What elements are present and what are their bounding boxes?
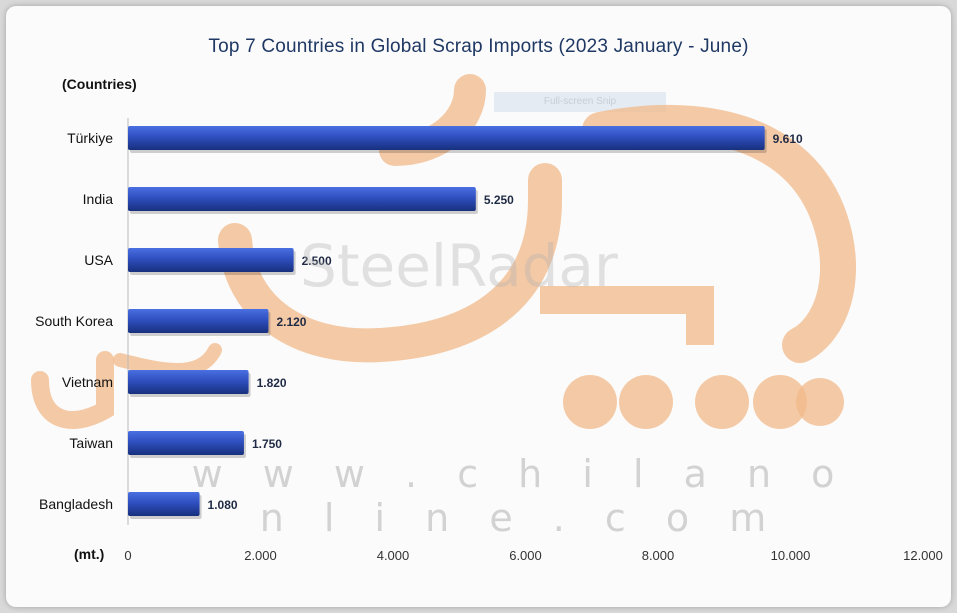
bar: [128, 309, 269, 333]
y-axis-caption: (Countries): [62, 76, 137, 92]
bar: [128, 492, 200, 516]
category-label: Vietnam: [62, 374, 113, 390]
bar: [128, 126, 765, 150]
category-label: USA: [84, 252, 113, 268]
category-label: Türkiye: [67, 130, 113, 146]
snip-overlay-label: Full-screen Snip: [494, 92, 666, 112]
bar: [128, 370, 249, 394]
category-label: Taiwan: [69, 435, 113, 451]
data-label: 2.500: [302, 254, 332, 268]
x-tick-label: 8.000: [642, 548, 675, 563]
x-tick-label: 12.000: [903, 548, 943, 563]
x-tick-label: 6.000: [509, 548, 542, 563]
plot-area: Türkiye 9.610 India 5.250 USA 2.500 South Kore…: [35, 118, 943, 563]
logo-dots: [563, 375, 844, 429]
bar: [128, 187, 476, 211]
x-tick-label: 10.000: [771, 548, 811, 563]
x-axis-caption: (mt.): [74, 546, 105, 562]
x-tick-label: 4.000: [377, 548, 410, 563]
url-watermark: w w w . c h i l a n o n l i n e . c o m: [191, 452, 849, 540]
x-tick-label: 2.000: [244, 548, 277, 563]
chart-title: Top 7 Countries in Global Scrap Imports …: [208, 36, 749, 57]
data-label: 9.610: [773, 132, 803, 146]
bar: [128, 248, 294, 272]
data-label: 2.120: [276, 315, 306, 329]
data-label: 1.080: [208, 498, 238, 512]
data-label: 5.250: [484, 193, 514, 207]
brand-watermark: SteelRadar: [300, 232, 618, 300]
data-label: 1.750: [252, 437, 282, 451]
bar: [128, 431, 244, 455]
x-tick-label: 0: [124, 548, 131, 563]
category-label: South Korea: [35, 313, 113, 329]
category-label: Bangladesh: [39, 496, 113, 512]
data-label: 1.820: [257, 376, 287, 390]
category-label: India: [83, 191, 114, 207]
